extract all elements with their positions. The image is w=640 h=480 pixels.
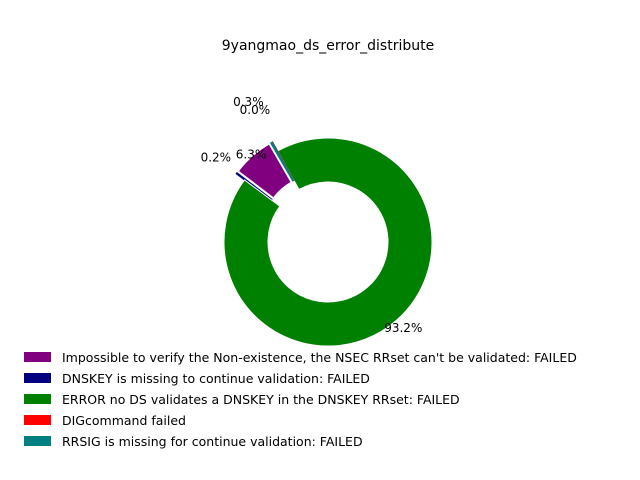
legend-swatch-0 [24,352,51,362]
legend-swatch-1 [24,373,51,383]
slices-group [223,137,433,347]
pct-label-1: 0.2% [201,151,232,165]
pct-label-2: 93.2% [384,321,422,335]
chart-title: 9yangmao_ds_error_distribute [222,38,434,54]
pct-label-0: 6.3% [236,148,267,162]
legend-label-4: RRSIG is missing for continue validation… [62,434,363,449]
legend: Impossible to verify the Non-existence, … [24,350,577,449]
legend-swatch-2 [24,394,51,404]
legend-label-2: ERROR no DS validates a DNSKEY in the DN… [62,392,460,407]
legend-swatch-3 [24,415,51,425]
pct-label-4: 0.3% [233,95,264,109]
legend-label-1: DNSKEY is missing to continue validation… [62,371,370,386]
legend-label-3: DIGcommand failed [62,413,186,428]
slice-2 [223,137,433,347]
slice-0 [237,143,292,199]
pct-labels-group: 6.3% 0.2% 93.2% 0.0%0.3% [201,95,423,335]
pct-label-3: 0.0% [240,103,271,117]
legend-swatch-4 [24,436,51,446]
legend-label-0: Impossible to verify the Non-existence, … [62,350,577,365]
slice-4 [269,141,295,182]
